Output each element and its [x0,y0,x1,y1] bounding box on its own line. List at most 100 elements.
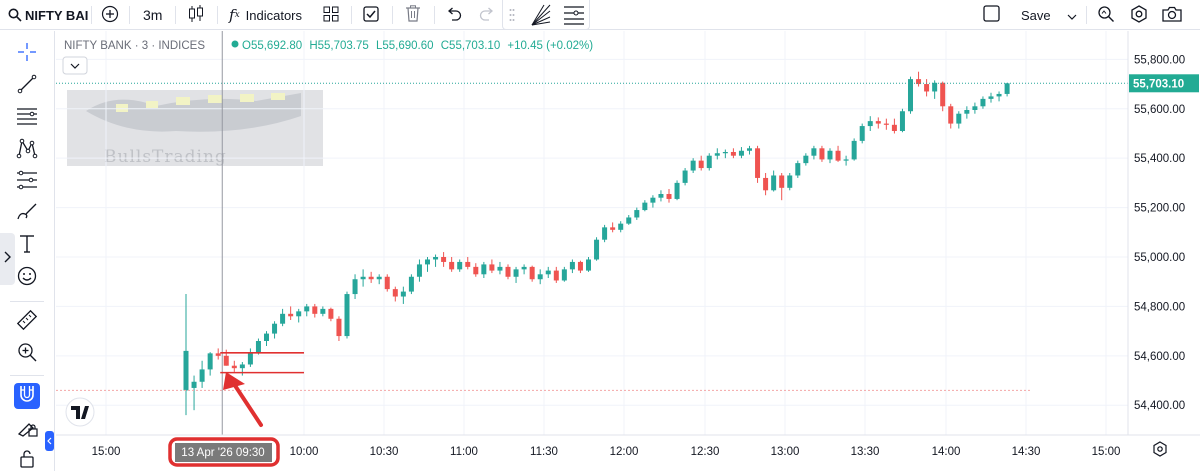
magnet-icon [18,384,36,409]
horizontal-lines-tool[interactable] [14,105,40,131]
magnet-tool[interactable] [14,383,40,409]
candle-body [392,289,398,297]
candle-body [602,227,608,240]
candle-body [891,124,897,131]
settings-icon [1130,4,1148,26]
candle-body [1004,83,1010,94]
emoji-icon [17,266,37,291]
expand-toolbar-tab[interactable] [0,233,15,285]
chart-type-button[interactable] [186,0,206,30]
fib-tool[interactable] [14,169,40,195]
price-tick-label: 54,400.00 [1134,400,1185,412]
axis-settings-button[interactable] [1153,441,1167,457]
undo-button[interactable] [445,0,463,30]
camera-icon [1162,6,1182,25]
save-button[interactable]: Save [1021,7,1051,23]
snapshot-button[interactable] [1162,0,1182,30]
layouts-button[interactable] [321,0,341,30]
candle-body [497,266,503,271]
settings-icon [1153,441,1167,457]
crosshair-time-label: 13 Apr '26 09:30 [181,447,264,459]
candle-body [433,257,439,260]
alerts-button[interactable] [361,0,381,30]
candle-body [336,318,342,337]
legend-toggle-button[interactable] [62,56,88,75]
save-menu-button[interactable] [1066,0,1078,30]
candle-body [618,223,624,230]
ruler-icon [16,309,38,336]
candle-body [835,150,841,161]
candle-body [441,257,447,262]
tradingview-logo[interactable] [65,397,95,427]
zoom-in-icon [17,342,37,367]
fan-drawing-icon[interactable] [530,3,552,27]
candle-body [521,266,527,270]
crosshair-tool[interactable] [14,41,40,67]
annotation-arrowhead [223,372,245,390]
candle-body [851,140,857,160]
candle-body [916,79,922,85]
interval-button[interactable]: 3m [143,7,163,23]
legend-open: O55,692.80 [242,40,302,52]
candle-body [320,308,326,314]
text-tool[interactable] [14,233,40,259]
add-symbol-icon [101,5,119,26]
add-symbol-button[interactable] [100,0,120,30]
checkbox-icon [363,5,379,25]
legend-collapse-square[interactable] [66,36,78,48]
time-axis: 15:00 10:00 10:30 11:00 11:30 12:00 12:30 13:00… [56,434,1200,467]
delete-button[interactable] [403,0,423,30]
candle-body [843,159,849,161]
time-tick-label: 14:00 [932,446,961,458]
crosshair-icon [17,42,37,67]
trash-all-icon [18,448,36,471]
brush-tool[interactable] [14,201,40,227]
ruler-tool[interactable] [14,309,40,335]
emoji-tool[interactable] [14,265,40,291]
candle-body [763,177,769,191]
market-status-dot [231,40,239,48]
candle-body [312,306,318,314]
highlight-ring [168,437,280,467]
candle-body [610,227,616,230]
candle-body [513,269,519,277]
watermark-text: BullsTrading [104,147,227,167]
candle-body [594,239,600,260]
candle-body [827,150,833,160]
time-tick-label: 13:30 [851,446,880,458]
collapse-toolbar-tab[interactable] [45,431,54,451]
candle-body [964,110,970,114]
price-chart[interactable]: BullsTrading 55,800.00 55,600.00 55,400.00… [56,31,1200,471]
candle-body [642,202,648,211]
drag-handle-icon[interactable] [509,8,515,22]
redo-button[interactable] [478,0,496,30]
lines-drawing-icon[interactable] [562,3,586,27]
quick-search-button[interactable] [1096,0,1116,30]
candle-body [956,113,962,124]
time-tick-label: 11:00 [450,446,478,458]
price-axis: 55,800.00 55,600.00 55,400.00 55,200.00 55,0… [1127,31,1199,435]
candle-body [811,148,817,156]
candle-body [344,294,350,337]
chevron-down-icon [1067,8,1077,23]
candle-body [215,353,221,356]
candle-body [626,217,632,224]
remove-drawings-tool[interactable] [14,447,40,471]
price-tick-label: 55,000.00 [1134,252,1185,264]
layout-toggle[interactable] [982,0,1000,30]
candle-body [255,341,261,353]
candle-body [465,261,471,267]
pattern-tool[interactable] [14,137,40,163]
zoom-in-tool[interactable] [14,341,40,367]
candle-body [787,175,793,188]
lock-drawings-tool[interactable] [14,416,40,442]
trend-line-tool[interactable] [14,73,40,99]
layout-square-icon [982,5,1000,25]
candle-body [948,106,954,124]
ohlc-legend: NIFTY BANK · 3 · INDICES O55,692.80 H55,… [62,36,593,75]
settings-button[interactable] [1129,0,1149,30]
legend-change: +10.45 (+0.02%) [507,40,593,52]
candle-body [537,274,543,280]
symbol-search[interactable]: NIFTY BAI [8,0,88,30]
